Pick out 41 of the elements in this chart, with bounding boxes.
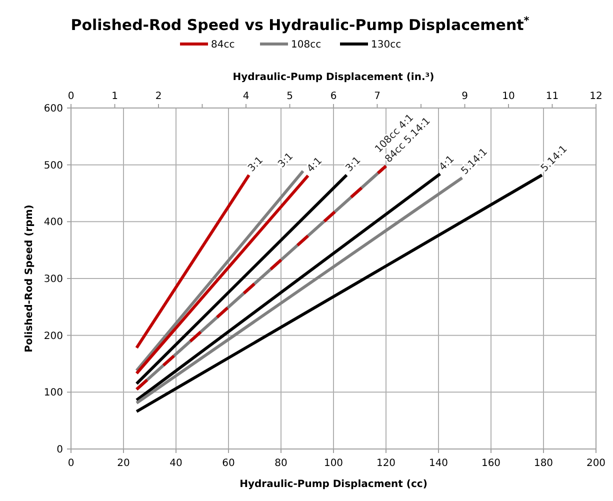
x2-tick-label: 5: [286, 91, 293, 102]
chart-title: Polished-Rod Speed vs Hydraulic-Pump Displacement$^{*}$: [70, 15, 530, 34]
x-tick-label: 20: [117, 458, 130, 469]
x-tick-label: 140: [428, 458, 448, 469]
legend-label: 130cc: [371, 40, 402, 50]
x-tick-label: 80: [274, 458, 288, 469]
legend-label: 84cc: [211, 40, 235, 50]
annotation: 3:1: [246, 155, 266, 174]
legend-label: 108cc: [291, 40, 322, 50]
x-tick-label: 40: [170, 458, 182, 469]
y-tick-label: 400: [44, 217, 63, 228]
x2-tick-label: 7: [374, 91, 380, 102]
annotation: 4:1: [437, 154, 457, 174]
y-axis-title: Polished-Rod Speed (rpm): [24, 204, 35, 352]
x-tick-label: 120: [376, 458, 396, 469]
x-tick-label: 60: [222, 458, 235, 469]
y-tick-label: 300: [44, 274, 63, 285]
x-tick-label: 100: [324, 458, 344, 469]
annotation: 3:1: [276, 151, 296, 170]
y-tick-label: 600: [44, 104, 63, 114]
y-tick-label: 200: [44, 330, 63, 342]
annotation: 4:1: [305, 156, 325, 175]
x2-tick-label: 2: [155, 91, 162, 102]
y-tick-label: 100: [44, 388, 63, 399]
annotation: 3:1: [344, 155, 364, 174]
y-tick-label: 0: [56, 444, 63, 456]
x2-tick-label: 0: [68, 91, 74, 102]
x2-tick-label: 11: [546, 91, 559, 102]
x-tick-label: 160: [481, 458, 501, 469]
x2-tick-label: 4: [242, 91, 250, 102]
x2-tick-label: 12: [590, 91, 602, 102]
x2-axis-title: Hydraulic-Pump Displacement (in.³): [232, 72, 434, 83]
x-axis-title: Hydraulic-Pump Displacment (cc): [240, 479, 428, 490]
x-tick-label: 0: [68, 458, 74, 469]
x2-tick-label: 9: [462, 91, 468, 102]
x2-tick-label: 10: [502, 91, 515, 102]
x-tick-label: 200: [586, 458, 606, 469]
x-tick-label: 180: [534, 458, 554, 469]
x2-tick-label: 6: [330, 91, 337, 102]
x2-tick-label: 1: [112, 91, 118, 102]
y-tick-label: 500: [44, 160, 63, 172]
